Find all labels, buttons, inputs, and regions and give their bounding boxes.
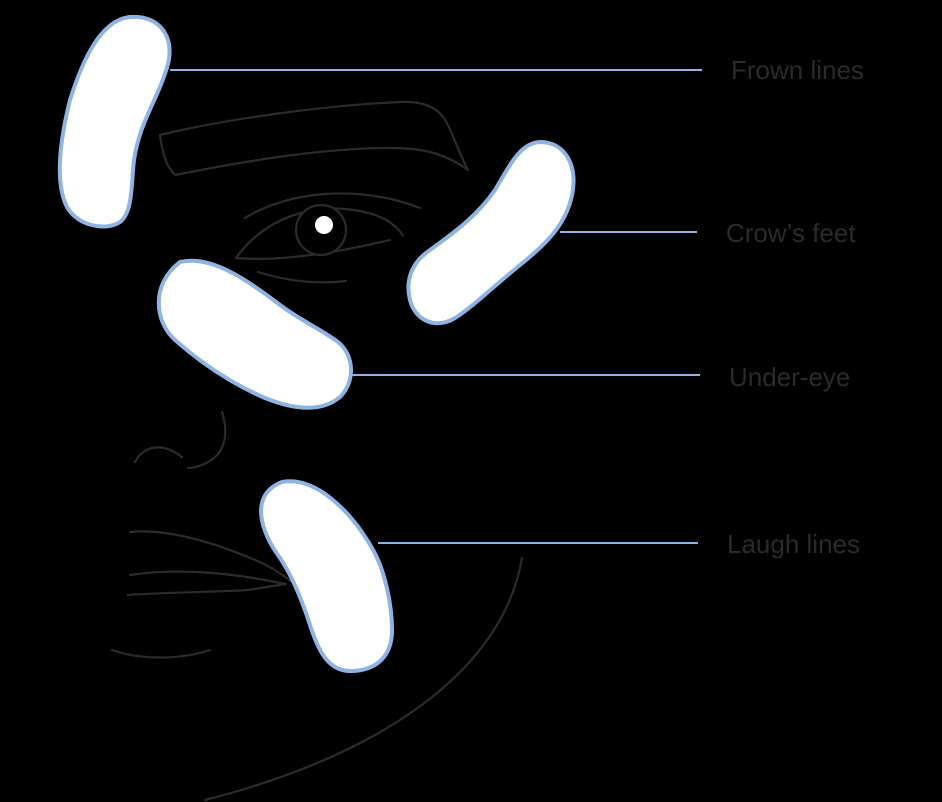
eyebrow [160, 102, 468, 175]
lip-line [130, 572, 285, 584]
face-illustration [112, 102, 522, 800]
label-frown-lines: Frown lines [731, 57, 864, 83]
chin [112, 650, 210, 658]
label-under-eye: Under-eye [729, 364, 850, 390]
label-laugh-lines: Laugh lines [727, 531, 860, 557]
nostril [135, 447, 182, 462]
crows-feet-patch [408, 142, 573, 323]
nose-bridge [188, 412, 225, 468]
frown-lines-patch [60, 17, 170, 227]
patches [60, 17, 574, 671]
eye-highlight [315, 216, 333, 234]
under-eye-line [258, 272, 346, 282]
lower-lip [128, 584, 286, 595]
laugh-lines-patch [261, 481, 392, 671]
label-crows-feet: Crow’s feet [726, 220, 856, 246]
